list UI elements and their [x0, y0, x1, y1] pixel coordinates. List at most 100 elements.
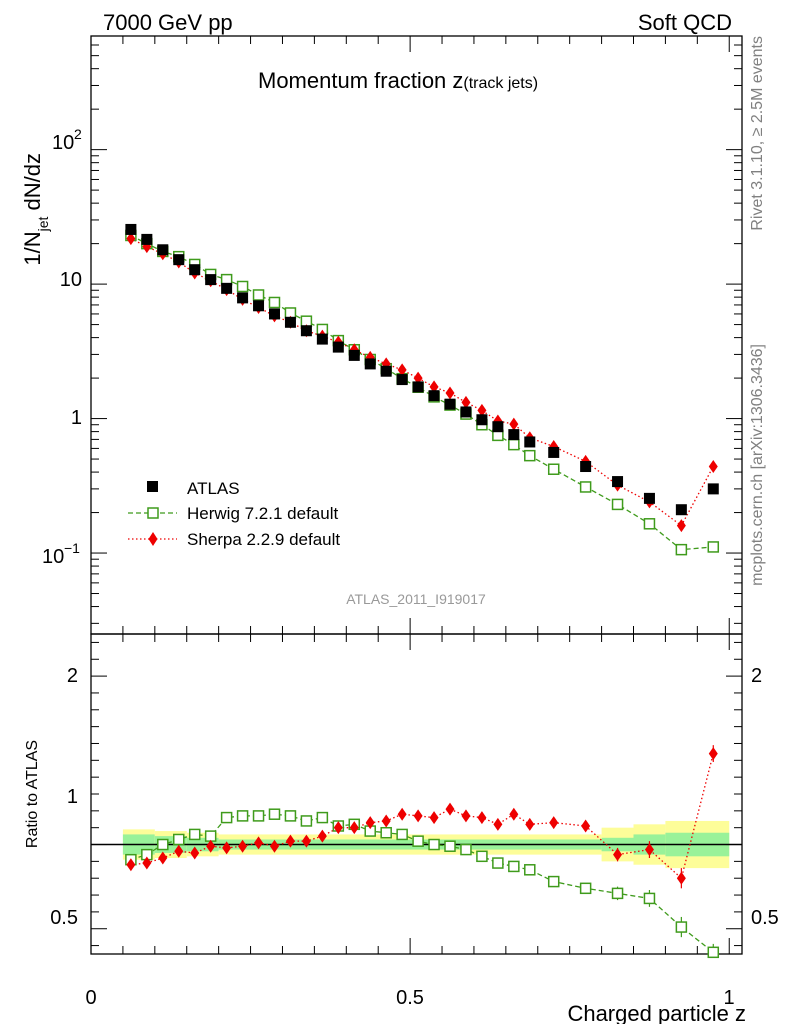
legend-sherpa-marker	[148, 532, 158, 546]
atlas-point	[125, 223, 137, 235]
herwig-ratio-point	[428, 838, 440, 851]
x-axis-title: Charged particle z	[567, 1001, 746, 1024]
sherpa-ratio-point	[349, 821, 359, 835]
main-y-axis-title-sub: jet	[35, 216, 51, 232]
herwig-point	[547, 463, 560, 475]
x-tick-label-0.5: 0.5	[396, 987, 424, 1009]
main-y-axis-title-tail: dN/dz	[20, 153, 45, 217]
herwig-ratio-point	[157, 838, 169, 851]
herwig-ratio-point	[492, 857, 504, 869]
sherpa-ratio-point	[254, 836, 264, 850]
main-y-tick-label-10: 10	[60, 269, 82, 291]
herwig-point	[675, 543, 688, 556]
atlas-point	[300, 325, 312, 337]
sherpa-ratio-point	[509, 807, 519, 821]
sherpa-ratio-point	[381, 814, 391, 828]
herwig-point	[707, 541, 720, 553]
sherpa-ratio-point	[365, 816, 375, 830]
herwig-point	[611, 498, 624, 511]
atlas-point	[316, 333, 328, 345]
sherpa-ratio-point	[158, 851, 168, 865]
main-y-tick-label-1: 1	[71, 407, 82, 429]
legend-herwig-marker	[147, 507, 159, 519]
sherpa-ratio-point	[285, 834, 295, 848]
sherpa-ratio-point	[644, 843, 654, 857]
herwig-point	[236, 280, 249, 293]
main-y-tick-label-100: 10 2	[52, 126, 82, 154]
main-plot-title-text: Momentum fraction z	[258, 68, 463, 93]
herwig-ratio-point	[380, 826, 392, 839]
herwig-ratio-point	[579, 882, 592, 895]
analysis-label: ATLAS_2011_I919017	[346, 591, 486, 607]
sherpa-ratio-point	[676, 871, 686, 885]
herwig-ratio-point	[173, 833, 185, 846]
ratio-y-tick-label-left-0.5: 0.5	[50, 907, 78, 929]
legend-herwig-label: Herwig 7.2.1 default	[187, 504, 338, 523]
main-y-axis-title: 1/Njet dN/dz	[20, 153, 51, 266]
sherpa-point	[397, 363, 407, 377]
sherpa-ratio-point	[445, 802, 455, 816]
ratio-y-tick-label-right-0.5: 0.5	[751, 907, 779, 929]
herwig-ratio-point	[220, 811, 233, 824]
atlas-point	[548, 446, 560, 458]
sherpa-ratio-point	[269, 839, 279, 853]
sherpa-ratio-point	[126, 858, 136, 872]
sherpa-ratio-point	[206, 839, 216, 853]
herwig-ratio-point	[412, 835, 424, 847]
atlas-point	[412, 381, 424, 393]
mcplots-source-label: mcplots.cern.ch [arXiv:1306.3436]	[749, 344, 766, 586]
main-y-tick-label-0.1-exponent: −1	[64, 540, 80, 556]
main-plot-title-subscript: (track jets)	[463, 75, 538, 92]
atlas-point	[221, 282, 233, 294]
herwig-ratio-point	[707, 946, 720, 959]
ratio-plot-frame	[90, 633, 743, 955]
sherpa-ratio-point	[549, 816, 559, 830]
herwig-ratio-point	[284, 810, 297, 822]
ratio-y-tick-label-left-1: 1	[67, 786, 78, 808]
main-y-tick-label-0.1: 10 −1	[42, 540, 80, 568]
sherpa-point	[461, 395, 471, 409]
herwig-ratio-point	[508, 860, 520, 873]
sherpa-point	[126, 232, 136, 246]
ratio-y-tick-label-left-2: 2	[67, 665, 78, 687]
herwig-ratio-point	[460, 843, 472, 856]
atlas-point	[141, 233, 153, 245]
herwig-ratio-point	[611, 887, 624, 900]
legend-atlas-label: ATLAS	[187, 479, 240, 498]
sherpa-point	[413, 371, 423, 385]
atlas-point	[205, 274, 217, 286]
atlas-point	[284, 316, 296, 328]
herwig-ratio-point	[643, 892, 656, 905]
sherpa-ratio-point	[477, 811, 487, 825]
main-plot-title: Momentum fraction z(track jets)	[258, 68, 538, 93]
data-series	[125, 223, 720, 959]
herwig-ratio-point	[476, 850, 488, 863]
herwig-ratio-point	[268, 808, 281, 820]
main-y-tick-label-100-exponent: 2	[74, 126, 82, 142]
atlas-point	[253, 300, 265, 312]
main-y-tick-label-100-base: 10	[52, 132, 74, 154]
atlas-point	[428, 390, 440, 402]
axis-ticks	[90, 35, 742, 954]
sherpa-ratio-point	[317, 829, 327, 843]
herwig-ratio-point	[188, 828, 201, 841]
atlas-point	[476, 414, 488, 426]
herwig-point	[579, 481, 592, 493]
x-tick-label-1: 1	[723, 987, 734, 1009]
legend: ATLAS Herwig 7.2.1 default Sherpa 2.2.9 …	[128, 479, 340, 549]
atlas-point	[157, 244, 169, 256]
atlas-point	[508, 429, 520, 441]
atlas-point	[268, 308, 280, 320]
atlas-point	[492, 421, 504, 433]
sherpa-point	[509, 417, 519, 431]
atlas-point	[396, 374, 408, 386]
atlas-point	[189, 264, 201, 276]
sherpa-ratio-point	[493, 817, 503, 831]
atlas-point	[364, 358, 376, 370]
herwig-ratio-point	[675, 921, 688, 933]
herwig-ratio-point	[252, 810, 265, 822]
sherpa-ratio-point	[301, 834, 311, 848]
rivet-version-label: Rivet 3.1.10, ≥ 2.5M events	[749, 36, 766, 231]
herwig-ratio-point	[524, 864, 536, 876]
